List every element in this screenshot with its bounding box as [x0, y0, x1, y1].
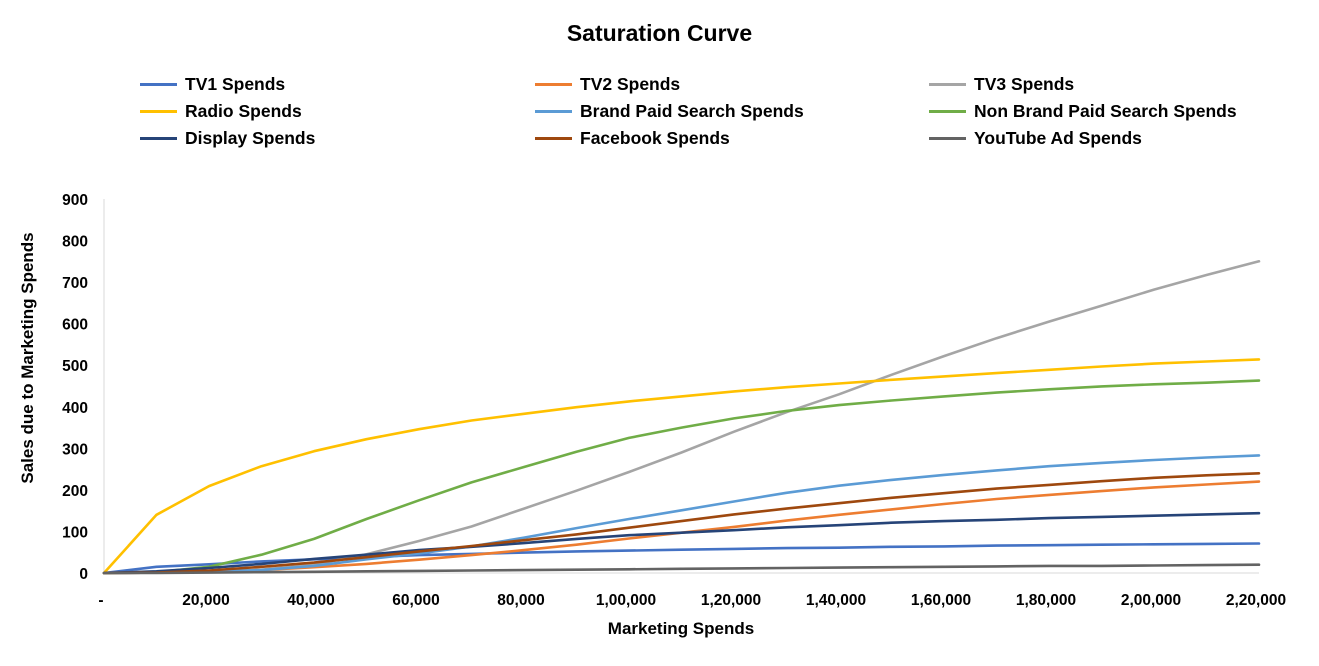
- legend-label: TV3 Spends: [974, 73, 1075, 94]
- x-tick-label: 20,000: [182, 592, 229, 609]
- legend-label: Radio Spends: [185, 100, 302, 121]
- y-tick-label: 200: [62, 483, 88, 500]
- y-tick-label: 700: [62, 275, 88, 292]
- legend-item: YouTube Ad Spends: [929, 128, 1142, 148]
- legend-item: TV1 Spends: [140, 74, 285, 94]
- x-tick-label: 1,80,000: [1016, 592, 1076, 609]
- x-tick-label: 80,000: [497, 592, 544, 609]
- x-tick-label: 2,20,000: [1226, 592, 1286, 609]
- legend-swatch: [140, 136, 177, 140]
- legend-label: Non Brand Paid Search Spends: [974, 100, 1237, 121]
- x-tick-label: 2,00,000: [1121, 592, 1181, 609]
- series-line-tv3-spends: [102, 259, 1261, 575]
- x-tick-label: 1,20,000: [701, 592, 761, 609]
- x-tick-label: 1,60,000: [911, 592, 971, 609]
- x-tick-label: 60,000: [392, 592, 439, 609]
- legend-item: Radio Spends: [140, 101, 302, 121]
- axes: 0 100 200 300 400 500 600 700 800 900 - 20,000 40,00…: [62, 192, 1286, 609]
- legend-label: TV2 Spends: [580, 73, 681, 94]
- y-tick-label: 300: [62, 441, 88, 458]
- legend-label: Display Spends: [185, 127, 316, 148]
- series-lines: [102, 259, 1261, 575]
- legend-swatch: [535, 136, 572, 140]
- series-line-facebook-spends: [102, 471, 1261, 575]
- y-tick-label: 0: [79, 566, 88, 583]
- legend-item: Brand Paid Search Spends: [535, 101, 804, 121]
- legend-item: Display Spends: [140, 128, 315, 148]
- legend-swatch: [929, 136, 966, 140]
- legend-label: Brand Paid Search Spends: [580, 100, 804, 121]
- y-tick-label: 400: [62, 400, 88, 417]
- series-line-radio-spends: [102, 358, 1261, 575]
- x-tick-label: 1,00,000: [596, 592, 656, 609]
- y-tick-label: 100: [62, 524, 88, 541]
- legend-item: Non Brand Paid Search Spends: [929, 101, 1237, 121]
- legend-swatch: [140, 82, 177, 86]
- legend-swatch: [535, 109, 572, 113]
- y-tick-label: 900: [62, 192, 88, 209]
- x-tick-label: 1,40,000: [806, 592, 866, 609]
- legend-item: TV2 Spends: [535, 74, 680, 94]
- legend-label: TV1 Spends: [185, 73, 286, 94]
- legend-item: TV3 Spends: [929, 74, 1074, 94]
- legend-label: YouTube Ad Spends: [974, 127, 1142, 148]
- series-line-tv2-spends: [102, 480, 1261, 575]
- x-tick-label: 40,000: [287, 592, 334, 609]
- legend-swatch: [929, 109, 966, 113]
- legend-label: Facebook Spends: [580, 127, 730, 148]
- legend-swatch: [929, 82, 966, 86]
- series-line-brand-paid-search-spends: [102, 454, 1261, 575]
- legend-swatch: [535, 82, 572, 86]
- series-line-display-spends: [102, 511, 1261, 575]
- y-tick-label: 800: [62, 234, 88, 251]
- y-axis-title: Sales due to Marketing Spends: [18, 232, 37, 483]
- chart-title: Saturation Curve: [566, 20, 753, 46]
- x-axis-title: Marketing Spends: [608, 619, 754, 638]
- legend-item: Facebook Spends: [535, 128, 730, 148]
- series-line-non-brand-paid-search-spends: [102, 379, 1261, 575]
- x-tick-label: -: [98, 592, 103, 609]
- y-tick-label: 600: [62, 317, 88, 334]
- y-tick-label: 500: [62, 358, 88, 375]
- series-line-youtube-ad-spends: [102, 563, 1261, 575]
- legend-swatch: [140, 109, 177, 113]
